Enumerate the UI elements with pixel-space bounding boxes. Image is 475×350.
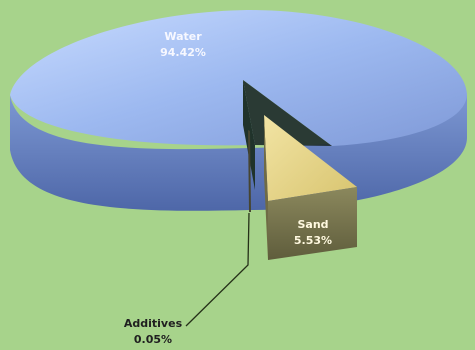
- label-additives-name: Additives: [124, 317, 183, 330]
- slice-sand-side: [268, 187, 357, 260]
- label-sand-value: 5.53%: [294, 234, 332, 247]
- slice-water: [10, 10, 467, 146]
- label-additives-value: 0.05%: [134, 333, 172, 346]
- label-sand-name: Sand: [297, 218, 328, 231]
- slice-sand-left-side: [264, 115, 268, 260]
- slice-sand: [264, 115, 357, 201]
- slice-water-side: [10, 95, 250, 211]
- slice-additives: [248, 130, 251, 212]
- label-water-name: Water: [164, 30, 202, 43]
- label-water-value: 94.42%: [160, 46, 206, 59]
- additives-leader-line: [185, 212, 250, 327]
